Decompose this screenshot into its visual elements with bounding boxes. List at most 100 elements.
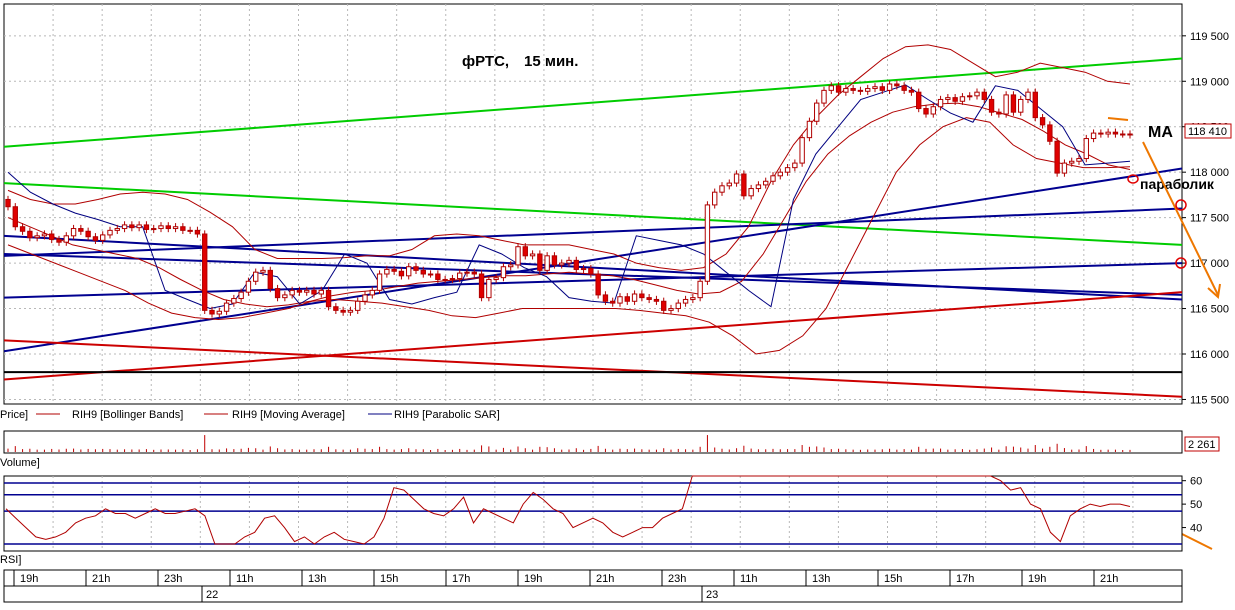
candle xyxy=(427,273,434,276)
legend-parabolic-sar: RIH9 [Parabolic SAR] xyxy=(394,409,500,421)
volume-bars xyxy=(7,435,1131,452)
candle xyxy=(238,291,244,300)
time-labels: 19h 21h 23h 11h 13h 15h 17h 19h 21h 23h 11h 13h 15h 1… xyxy=(13,570,1118,602)
candle xyxy=(988,98,995,113)
candle xyxy=(646,297,652,300)
candle xyxy=(158,225,164,230)
rsi-pane xyxy=(3,475,1183,552)
candle xyxy=(886,83,893,91)
chart-subtitle: 15 мин. xyxy=(524,53,578,70)
candle xyxy=(661,300,667,311)
candle xyxy=(559,262,565,266)
time-label: 19h xyxy=(20,573,38,585)
candle xyxy=(34,235,40,239)
candle xyxy=(996,111,1002,115)
chart-title: фРТС, xyxy=(462,53,509,70)
candle xyxy=(901,85,907,91)
target-marker xyxy=(1175,257,1187,269)
candle xyxy=(1003,94,1009,115)
candle xyxy=(1083,138,1089,160)
candle xyxy=(12,206,18,228)
y-tick-label: 116 500 xyxy=(1190,304,1229,316)
trend-line xyxy=(3,339,1183,398)
time-label: 23h xyxy=(668,573,686,585)
candle xyxy=(1127,133,1133,136)
candle xyxy=(274,288,281,299)
trend-line xyxy=(3,207,1183,257)
price-axis: 115 500 116 000 116 500 117 000 117 500 118 0… xyxy=(1182,31,1229,406)
candle xyxy=(770,175,776,182)
candle xyxy=(114,228,120,231)
candle xyxy=(449,278,456,281)
candle xyxy=(384,268,390,275)
candle xyxy=(952,97,958,102)
parabolic-sar-line xyxy=(7,84,1131,310)
candle xyxy=(493,277,499,280)
legend-bollinger: RIH9 [Bollinger Bands] xyxy=(72,409,183,421)
time-label: 11h xyxy=(236,573,254,585)
trend-lines xyxy=(3,57,1183,398)
trend-line xyxy=(3,57,1183,148)
candle xyxy=(1032,91,1038,119)
candle xyxy=(27,230,33,239)
candle xyxy=(697,280,703,299)
candle xyxy=(690,297,696,300)
time-label: 21h xyxy=(92,573,110,585)
y-tick-label: 117 000 xyxy=(1190,258,1229,270)
candle xyxy=(843,88,849,93)
candle xyxy=(209,309,215,315)
time-label: 17h xyxy=(956,573,974,585)
candle xyxy=(180,226,186,231)
rsi-tick-label: 40 xyxy=(1190,523,1202,535)
time-label: 15h xyxy=(884,573,902,585)
candle xyxy=(435,273,441,280)
candle xyxy=(850,88,856,91)
annotation-parabolic: параболик xyxy=(1140,176,1215,192)
candle xyxy=(1076,158,1082,162)
candle xyxy=(333,306,339,311)
last-price-label: 118 410 xyxy=(1188,126,1227,138)
rsi-pane-label: RSI] xyxy=(0,554,21,566)
candle xyxy=(624,296,630,302)
candle xyxy=(41,233,48,237)
candle xyxy=(974,91,980,97)
last-price-tag xyxy=(1184,123,1232,139)
candle xyxy=(610,300,616,304)
candle xyxy=(937,98,944,108)
candle xyxy=(675,302,681,310)
candle xyxy=(355,300,361,311)
candle xyxy=(136,224,142,229)
bollinger-lower xyxy=(7,117,1131,355)
y-tick-label: 115 500 xyxy=(1190,394,1229,406)
trend-line xyxy=(3,291,1183,381)
candle xyxy=(1039,117,1046,126)
candle xyxy=(296,289,303,293)
candle xyxy=(223,302,230,312)
y-tick-label: 119 500 xyxy=(1190,31,1229,43)
time-label: 21h xyxy=(1100,573,1118,585)
candle xyxy=(282,294,288,299)
candle xyxy=(187,229,193,232)
candle xyxy=(1054,140,1060,174)
candle xyxy=(56,238,62,243)
candle xyxy=(945,97,951,100)
candle xyxy=(442,278,448,281)
candle xyxy=(799,137,805,164)
rsi-tick-label: 50 xyxy=(1190,499,1202,511)
rsi-levels xyxy=(4,482,1182,545)
candle xyxy=(515,246,521,266)
candle xyxy=(617,296,623,304)
candle xyxy=(457,272,463,280)
candle xyxy=(719,185,725,193)
candle xyxy=(260,269,266,273)
candle xyxy=(967,95,973,98)
candle xyxy=(726,182,732,187)
candle xyxy=(151,228,157,231)
candle xyxy=(1061,162,1068,174)
candle xyxy=(865,88,871,92)
annotation-ma: МА xyxy=(1148,124,1173,141)
candle xyxy=(1098,132,1104,135)
candle xyxy=(172,226,179,230)
target-marker xyxy=(1175,199,1187,211)
candle xyxy=(107,229,113,236)
